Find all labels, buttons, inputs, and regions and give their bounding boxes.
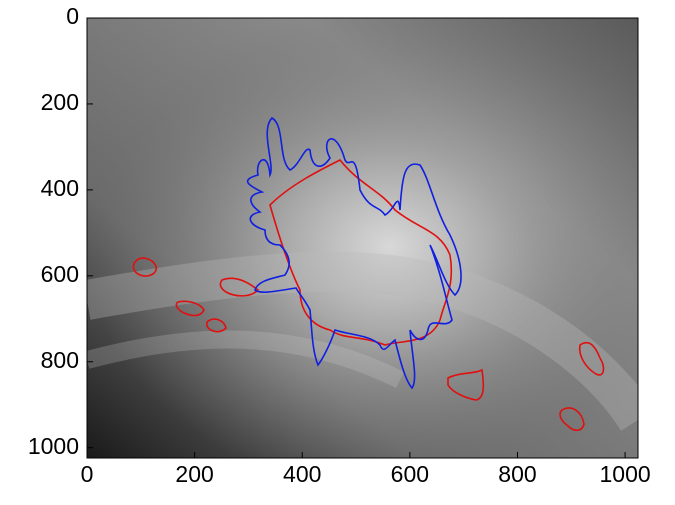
x-tick-label: 0 bbox=[81, 461, 94, 487]
y-tick-label: 1000 bbox=[28, 433, 79, 459]
x-tick-label: 800 bbox=[498, 461, 536, 487]
y-tick-label: 800 bbox=[41, 347, 79, 373]
y-tick-label: 400 bbox=[41, 175, 79, 201]
x-tick-label: 200 bbox=[175, 461, 213, 487]
x-tick-label: 1000 bbox=[600, 461, 651, 487]
y-tick-label: 600 bbox=[41, 261, 79, 287]
y-tick-label: 0 bbox=[66, 3, 79, 29]
x-tick-label: 600 bbox=[391, 461, 429, 487]
y-tick-label: 200 bbox=[41, 89, 79, 115]
image bbox=[87, 18, 638, 458]
figure: 0200400600800100002004006008001000 bbox=[0, 0, 675, 500]
x-tick-label: 400 bbox=[283, 461, 321, 487]
